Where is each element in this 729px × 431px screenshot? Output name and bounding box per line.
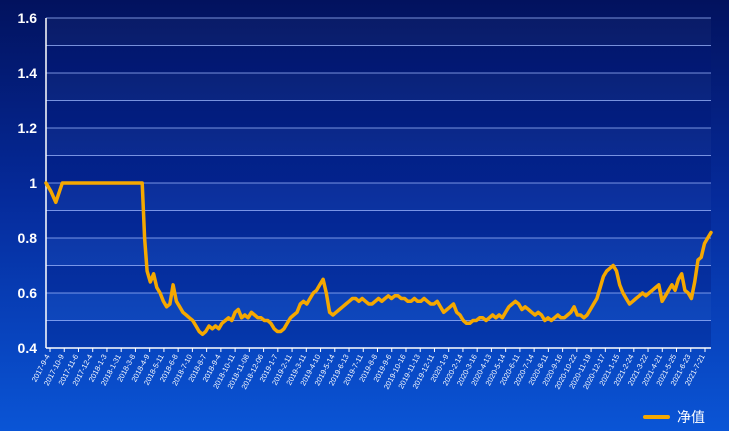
series-group <box>44 181 713 337</box>
series-line <box>44 181 713 337</box>
gridlines <box>46 17 711 321</box>
x-tick-labels: 2017-9-42017-10-92017-11-62017-12-42018-… <box>30 348 707 391</box>
plot-band <box>46 183 711 211</box>
plot-band <box>46 210 711 238</box>
y-tick-label: 1 <box>29 175 37 191</box>
y-tick-label: 1.2 <box>18 120 38 136</box>
plot-band <box>46 320 711 348</box>
y-tick-label: 1.6 <box>18 10 38 26</box>
legend[interactable]: 净值 <box>643 410 705 426</box>
plot-band <box>46 128 711 156</box>
plot-band <box>46 45 711 73</box>
y-tick-label: 1.4 <box>18 65 38 81</box>
plot-band <box>46 100 711 128</box>
plot-band <box>46 73 711 101</box>
plot-band <box>46 155 711 183</box>
y-tick-label: 0.8 <box>18 230 38 246</box>
plot-band <box>46 18 711 46</box>
legend-label: 净值 <box>677 410 705 426</box>
y-tick-label: 0.6 <box>18 285 38 301</box>
y-tick-labels: 0.4 0.6 0.8 1 1.2 1.4 1.6 <box>18 10 38 356</box>
y-tick-label: 0.4 <box>18 340 38 356</box>
plot-bands <box>46 18 711 348</box>
